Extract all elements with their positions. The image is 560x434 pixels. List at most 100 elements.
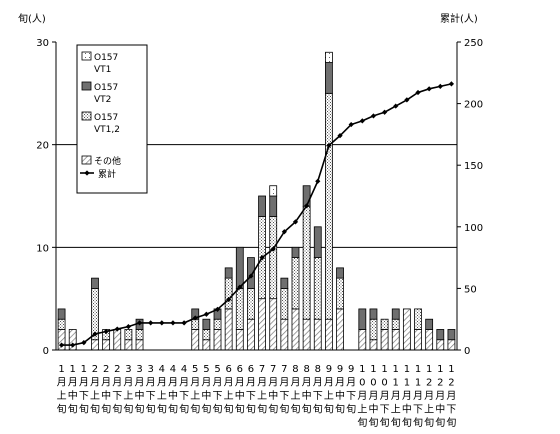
bar-segment — [191, 318, 200, 330]
bar-segment — [224, 277, 233, 310]
cumulative-point — [426, 86, 432, 92]
cumulative-point — [292, 219, 299, 225]
x-tick-label: 1 月中旬 — [68, 364, 78, 416]
x-tick-text: 1 月上旬 — [57, 364, 67, 416]
cumulative-point — [404, 97, 410, 103]
cumulative-point — [270, 246, 276, 252]
bar-segment — [391, 318, 400, 330]
bar-segment — [269, 195, 278, 217]
legend-label: VT1 — [94, 65, 111, 75]
cumulative-point — [114, 326, 120, 332]
legend-label: O157 — [94, 53, 118, 63]
cumulative-point — [103, 328, 109, 335]
cumulative-point — [203, 311, 209, 317]
bar-segment — [358, 329, 367, 351]
bar-segment — [235, 287, 244, 330]
bar-segment — [325, 51, 333, 63]
x-tick-label: 9 月下旬 — [346, 364, 356, 416]
bar-segment — [313, 257, 322, 320]
bar-segment — [336, 267, 344, 279]
legend-label: VT1,2 — [94, 125, 120, 135]
cumulative-point — [326, 142, 332, 149]
x-tick-text: 7 月中旬 — [268, 364, 278, 416]
bar-segment — [91, 277, 99, 289]
bar-segment — [313, 226, 322, 259]
cumulative-point — [125, 323, 132, 330]
bar-segment — [124, 329, 133, 341]
x-tick-text: 2 月中旬 — [101, 364, 111, 416]
right-tick-label: 250 — [464, 38, 483, 49]
bar-segment — [224, 267, 233, 279]
bar-segment — [447, 339, 456, 351]
bar-segment — [102, 339, 111, 351]
x-tick-label: 1 0 月中旬 — [368, 364, 378, 429]
bar-segment — [202, 329, 211, 341]
cumulative-point — [281, 229, 287, 235]
cumulative-point — [381, 109, 388, 115]
bar-segment — [358, 308, 367, 330]
x-tick-text: 8 月下旬 — [313, 364, 323, 416]
legend-swatch — [81, 155, 92, 165]
x-tick-label: 7 月下旬 — [279, 364, 289, 416]
x-tick-label: 2 月下旬 — [112, 364, 122, 416]
x-tick-text: 5 月中旬 — [201, 364, 211, 416]
cumulative-point — [226, 296, 232, 303]
legend-label: O157 — [94, 83, 118, 93]
x-tick-text: 8 月中旬 — [302, 364, 312, 416]
x-tick-label: 1 2 月上旬 — [424, 364, 434, 429]
bar-segment — [369, 318, 378, 341]
right-tick-label: 200 — [464, 100, 483, 111]
x-tick-label: 5 月上旬 — [190, 364, 200, 416]
x-tick-label: 6 月下旬 — [246, 364, 256, 416]
bar-segment — [235, 329, 244, 351]
bars-layer — [57, 51, 456, 351]
x-tick-label: 1 1 月下旬 — [413, 364, 423, 429]
cumulative-point — [192, 315, 198, 321]
x-tick-text: 3 月上旬 — [123, 364, 133, 416]
cumulative-point — [159, 320, 165, 326]
cumulative-point — [248, 273, 254, 279]
cumulative-point — [415, 89, 421, 96]
cumulative-point — [259, 255, 265, 261]
cumulative-point — [148, 320, 154, 326]
x-tick-text: 7 月上旬 — [257, 364, 267, 416]
x-tick-text: 1 2 月下旬 — [446, 364, 456, 429]
x-tick-text: 7 月下旬 — [279, 364, 289, 416]
bar-segment — [325, 92, 333, 320]
cumulative-point — [136, 320, 143, 326]
cumulative-point — [58, 342, 65, 348]
x-tick-text: 1 2 月上旬 — [424, 364, 434, 429]
bar-segment — [235, 246, 244, 289]
x-tick-text: 1 0 月中旬 — [368, 364, 378, 429]
bar-segment — [247, 257, 255, 289]
legend-label: O157 — [94, 113, 118, 123]
cumulative-point — [170, 320, 176, 326]
bar-segment — [113, 329, 122, 351]
bar-segment — [336, 308, 344, 351]
cumulative-point — [81, 340, 87, 346]
bar-segment — [135, 339, 144, 351]
left-tick-label: 20 — [36, 141, 49, 152]
x-tick-text: 1 1 月上旬 — [391, 364, 401, 429]
cumulative-point — [304, 203, 310, 209]
x-tick-text: 1 月下旬 — [79, 364, 89, 416]
bar-segment — [391, 308, 400, 320]
cumulative-point — [214, 306, 221, 312]
cumulative-point — [181, 320, 187, 326]
bar-segment — [436, 339, 445, 351]
x-tick-label: 2 月上旬 — [90, 364, 100, 416]
cumulative-point — [370, 113, 377, 119]
bar-segment — [269, 185, 278, 197]
x-tick-text: 9 月上旬 — [324, 364, 334, 416]
x-tick-label: 1 月下旬 — [79, 364, 89, 416]
bar-segment — [391, 329, 400, 351]
cumulative-point — [70, 342, 76, 348]
x-tick-label: 1 0 月下旬 — [380, 364, 390, 429]
x-tick-text: 2 月下旬 — [112, 364, 122, 416]
bar-segment — [280, 277, 289, 289]
left-tick-label: 0 — [43, 346, 49, 357]
x-tick-text: 6 月中旬 — [235, 364, 245, 416]
bar-segment — [191, 329, 200, 351]
